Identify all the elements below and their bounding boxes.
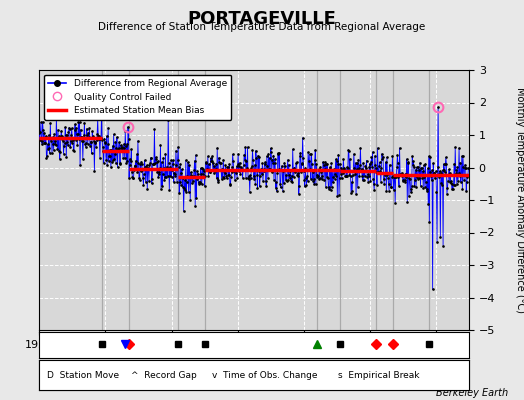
- Text: Time of Obs. Change: Time of Obs. Change: [265, 370, 359, 380]
- Legend: Difference from Regional Average, Quality Control Failed, Estimated Station Mean: Difference from Regional Average, Qualit…: [44, 74, 232, 120]
- Y-axis label: Monthly Temperature Anomaly Difference (°C): Monthly Temperature Anomaly Difference (…: [515, 87, 524, 313]
- Text: ^  Record Gap: ^ Record Gap: [131, 370, 196, 380]
- Text: s  Empirical Break: s Empirical Break: [338, 370, 420, 380]
- Text: Empirical Break: Empirical Break: [377, 370, 447, 380]
- Text: Record Gap: Record Gap: [170, 370, 223, 380]
- Text: Berkeley Earth: Berkeley Earth: [436, 388, 508, 398]
- Text: PORTAGEVILLE: PORTAGEVILLE: [188, 10, 336, 28]
- Text: v  Time of Obs. Change: v Time of Obs. Change: [212, 370, 318, 380]
- Text: Difference of Station Temperature Data from Regional Average: Difference of Station Temperature Data f…: [99, 22, 425, 32]
- Text: Station Move: Station Move: [67, 370, 127, 380]
- Text: D  Station Move: D Station Move: [47, 370, 119, 380]
